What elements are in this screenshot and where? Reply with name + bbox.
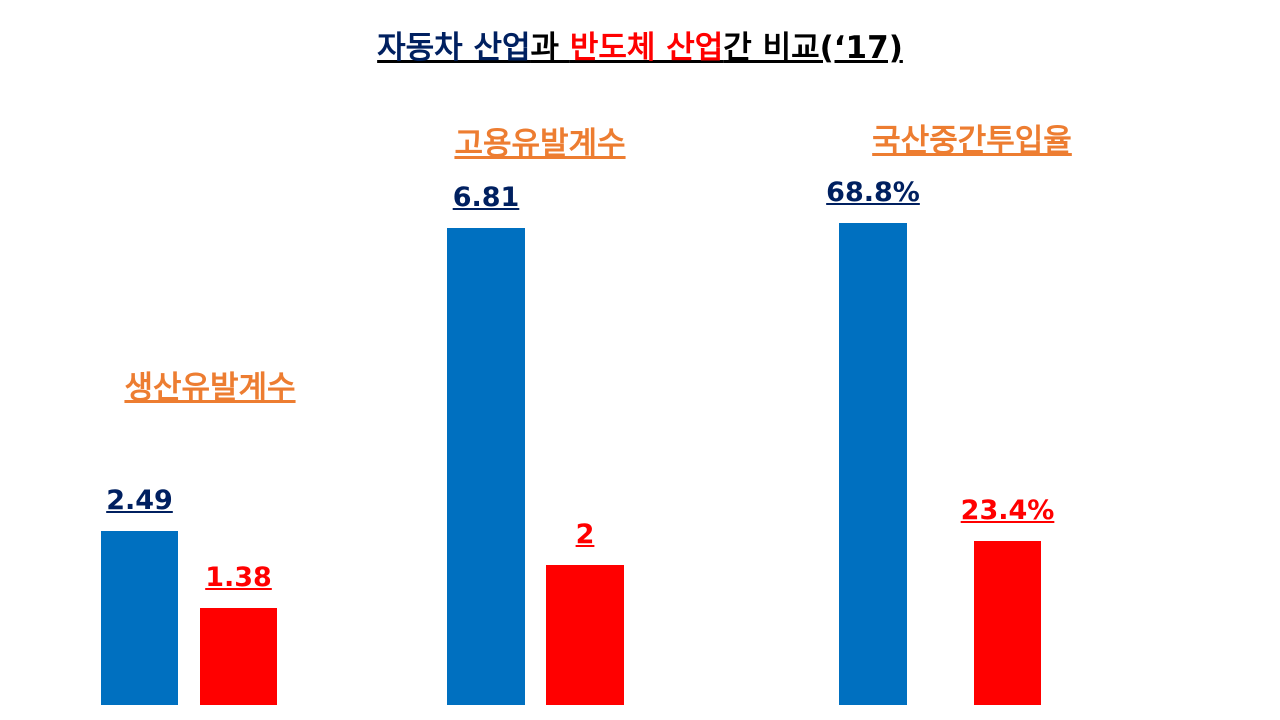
- bar: [839, 223, 907, 705]
- value-label: 2: [575, 519, 595, 550]
- value-label: 2.49: [106, 484, 173, 516]
- value-label: 68.8%: [826, 177, 920, 209]
- bar: [447, 228, 525, 705]
- title-part: 간 비교(‘17): [723, 30, 903, 66]
- value-label: 6.81: [452, 182, 520, 214]
- chart-title: 국산중간투입율: [872, 123, 1072, 159]
- bar: [974, 541, 1041, 705]
- value-label: 1.38: [205, 562, 272, 594]
- title-part: 자동차 산업: [377, 30, 531, 66]
- chart-title: 생산유발계수: [124, 370, 296, 406]
- bar: [546, 565, 624, 705]
- value-label: 23.4%: [960, 495, 1055, 527]
- bar: [101, 530, 178, 705]
- bar: [200, 608, 277, 705]
- title-part: 반도체 산업: [569, 30, 724, 66]
- slide-title: 자동차 산업과 반도체 산업간 비교(‘17): [377, 22, 903, 67]
- chart-title: 고용유발계수: [454, 126, 626, 162]
- title-part: 과: [530, 30, 570, 66]
